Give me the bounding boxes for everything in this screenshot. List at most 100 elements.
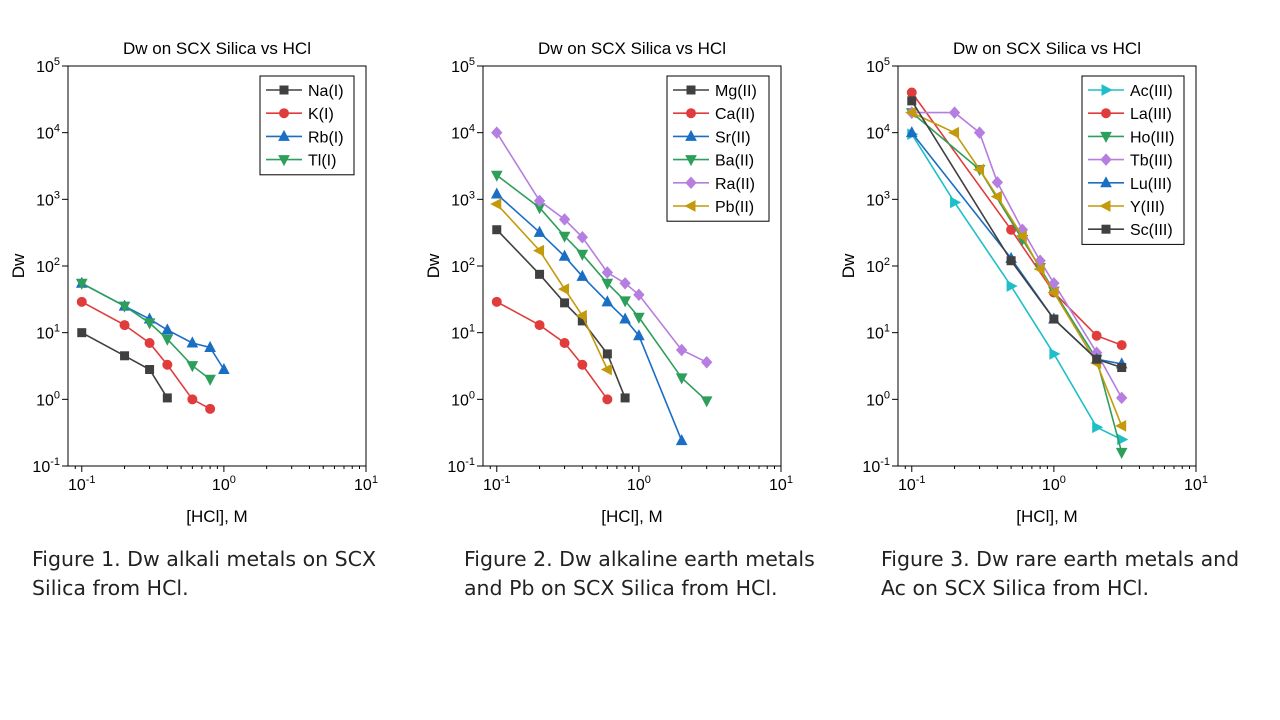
chart-svg: Dw on SCX Silica vs HCl 10-1 100 101 10-1 100… <box>839 39 1208 526</box>
data-point <box>907 96 917 106</box>
y-tick-label: 102 <box>866 256 890 276</box>
legend-label: Sc(III) <box>1130 222 1173 239</box>
data-point <box>186 361 199 373</box>
data-point <box>991 176 1004 189</box>
y-tick-label: 102 <box>36 256 60 276</box>
data-point <box>675 434 688 446</box>
data-point <box>1006 280 1018 292</box>
data-point <box>1115 447 1128 459</box>
legend-label: Mg(II) <box>715 83 757 100</box>
legend-label: Rb(I) <box>308 129 344 146</box>
data-point <box>77 328 87 338</box>
chart-svg: Dw on SCX Silica vs HCl 10-1 100 101 10-1 100… <box>9 39 378 526</box>
legend-label: Sr(II) <box>715 129 751 146</box>
data-point <box>575 309 587 322</box>
data-point <box>990 190 1002 203</box>
data-point <box>218 362 230 375</box>
y-tick-label: 104 <box>866 123 890 143</box>
figure-caption: Figure 3. Dw rare earth metals and Ac on … <box>881 547 1240 600</box>
data-point <box>600 363 612 376</box>
x-tick-label: 100 <box>212 474 236 494</box>
data-point <box>619 312 631 324</box>
legend-swatch-marker <box>1101 84 1113 96</box>
data-point <box>532 244 545 257</box>
legend-swatch-marker <box>278 155 290 167</box>
data-point <box>1092 354 1102 364</box>
data-point <box>162 393 172 403</box>
y-tick-label: 102 <box>451 256 475 276</box>
legend-label: Pb(II) <box>715 199 754 216</box>
data-point <box>601 295 614 307</box>
legend-label: Ca(II) <box>715 106 755 123</box>
legend-label: Ra(II) <box>715 176 755 193</box>
y-tick-label: 101 <box>866 323 890 343</box>
legend-swatch-marker <box>1100 131 1112 143</box>
x-tick-label: 10-1 <box>68 474 96 494</box>
data-point <box>601 278 614 290</box>
data-point <box>1091 330 1102 341</box>
data-point <box>947 126 960 139</box>
y-axis-label: Dw <box>9 253 28 278</box>
data-point <box>633 329 645 341</box>
legend-swatch-marker <box>1100 176 1112 188</box>
legend-swatch-marker <box>1101 224 1111 234</box>
data-point <box>1116 340 1127 351</box>
legend-label: La(III) <box>1130 106 1172 123</box>
legend-label: Na(I) <box>308 83 344 100</box>
x-tick-label: 101 <box>354 474 378 494</box>
data-point <box>576 269 589 281</box>
series-line <box>81 331 168 399</box>
x-axis-label: [HCl], M <box>186 507 247 526</box>
series-Sr(II) <box>490 187 688 446</box>
data-point <box>973 163 985 176</box>
legend-label: K(I) <box>308 106 334 123</box>
data-point <box>602 349 612 359</box>
x-axis-label: [HCl], M <box>1016 507 1077 526</box>
y-tick-label: 100 <box>451 389 475 409</box>
y-tick-label: 10-1 <box>862 456 890 476</box>
data-point <box>675 343 688 357</box>
x-tick-label: 101 <box>1184 474 1208 494</box>
data-point <box>533 225 546 237</box>
data-point <box>1092 421 1104 434</box>
legend: Mg(II) Ca(II) Sr(II) Ba(II) Ra(II) Pb(II) <box>666 75 770 222</box>
y-tick-label: 101 <box>451 323 475 343</box>
data-point <box>204 340 216 352</box>
data-point <box>701 356 713 369</box>
legend: Na(I) K(I) Rb(I) Tl(I) <box>259 75 355 176</box>
y-tick-label: 10-1 <box>447 456 475 476</box>
series-line <box>496 229 626 399</box>
y-tick-label: 104 <box>451 123 475 143</box>
data-point <box>144 337 155 348</box>
x-tick-label: 10-1 <box>898 474 926 494</box>
data-point <box>535 269 545 279</box>
data-point <box>491 126 503 139</box>
data-point <box>162 359 173 370</box>
data-point <box>948 106 961 119</box>
series-Tl(I) <box>75 278 216 386</box>
data-point <box>75 278 88 290</box>
legend-label: Ac(III) <box>1130 83 1173 100</box>
data-point <box>558 249 571 261</box>
series-line <box>496 203 609 370</box>
x-tick-label: 10-1 <box>483 474 511 494</box>
chart-title: Dw on SCX Silica vs HCl <box>123 39 311 58</box>
series-line <box>911 133 1123 441</box>
data-point <box>1116 391 1128 405</box>
legend-swatch-marker <box>278 129 290 141</box>
data-point <box>620 393 630 403</box>
data-point <box>1047 286 1059 299</box>
legend-label: Tl(I) <box>308 153 336 170</box>
data-point <box>675 373 688 385</box>
data-point <box>1117 363 1127 373</box>
data-point <box>490 198 502 210</box>
y-tick-label: 103 <box>36 189 60 209</box>
data-point <box>1049 348 1061 360</box>
legend-swatch-marker <box>685 155 697 167</box>
series-Ra(II) <box>491 126 713 369</box>
legend-label: Ho(III) <box>1130 129 1174 146</box>
figure-caption: Figure 2. Dw alkaline earth metals and Pb… <box>464 547 815 600</box>
data-point <box>560 298 570 308</box>
data-point <box>633 312 645 324</box>
chart-panel-rare-earth: Dw on SCX Silica vs HCl 10-1 100 101 10-1 100… <box>830 0 1250 620</box>
